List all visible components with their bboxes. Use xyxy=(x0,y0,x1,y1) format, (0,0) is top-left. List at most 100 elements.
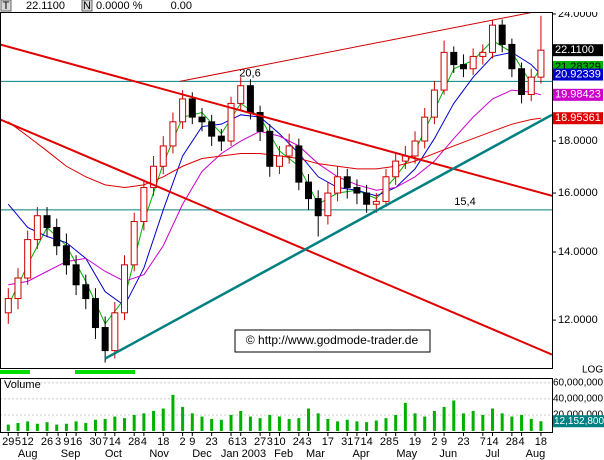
volume-bar xyxy=(190,413,194,431)
x-tick-label: 9 xyxy=(189,436,195,448)
change: 0.00 xyxy=(171,0,192,12)
volume-bar xyxy=(539,421,543,431)
candle-body xyxy=(479,51,487,57)
candle-body xyxy=(82,284,90,300)
overlay: 24.000018.000016.000014.000012.0000LOG29… xyxy=(2,8,604,460)
last-price-label: 22.1100 xyxy=(555,44,594,56)
volume-bar xyxy=(239,410,243,431)
volume-bar xyxy=(142,413,146,431)
volume-bar xyxy=(345,419,349,431)
month-label: Aug xyxy=(526,448,546,460)
volume-bar xyxy=(64,423,68,431)
watermark: © http://www.godmode-trader.de xyxy=(246,333,419,347)
x-tick-label: 4 xyxy=(141,436,147,448)
candle-body xyxy=(208,121,216,137)
value-box-label: 20.92339 xyxy=(555,68,601,80)
volume-bar xyxy=(394,414,398,431)
candle-body xyxy=(266,130,274,167)
candle-body xyxy=(411,140,419,157)
x-tick-label: 7 xyxy=(354,436,360,448)
candle-body xyxy=(237,85,245,104)
volume-bar xyxy=(461,413,465,431)
toolbar-bg xyxy=(0,0,604,12)
x-tick-label: 31 xyxy=(341,436,353,448)
candle-body xyxy=(14,277,22,300)
candle-body xyxy=(430,89,438,118)
y-tick-label: 60,000,000 xyxy=(553,377,603,388)
candle-body xyxy=(324,192,332,217)
candle-body xyxy=(363,192,371,205)
candle-body xyxy=(508,43,516,70)
volume-bar xyxy=(84,422,88,431)
x-tick-label: 18 xyxy=(157,436,169,448)
x-tick-label: 19 xyxy=(409,436,421,448)
month-label: May xyxy=(396,448,417,460)
volume-title: Volume xyxy=(4,379,41,391)
volume-bar xyxy=(55,424,59,431)
volume-bar xyxy=(248,416,252,431)
candle-body xyxy=(101,327,109,352)
volume-panel xyxy=(0,382,552,431)
volume-bar xyxy=(432,410,436,431)
candle-body xyxy=(53,226,61,247)
candle-body xyxy=(150,165,158,189)
watermark-box xyxy=(234,329,431,353)
x-tick-label: 24 xyxy=(293,436,305,448)
month-label: Jul xyxy=(485,448,499,460)
x-tick-label: 14 xyxy=(360,436,372,448)
volume-bar xyxy=(277,416,281,431)
x-tick-label: 10 xyxy=(273,436,285,448)
volume-bar xyxy=(384,418,388,431)
value-box xyxy=(553,88,603,101)
candle-body xyxy=(382,176,390,202)
volume-bar xyxy=(103,418,107,431)
volume-frame xyxy=(0,378,553,433)
volume-bar xyxy=(316,413,320,431)
x-tick-label: 18 xyxy=(535,436,547,448)
volume-bar xyxy=(442,406,446,431)
volume-bar xyxy=(123,418,127,431)
marker-bar xyxy=(0,370,30,374)
volume-bar xyxy=(307,408,311,431)
candle-body xyxy=(527,76,535,95)
moving-average xyxy=(7,51,542,307)
candle-body xyxy=(469,55,477,70)
candle-body xyxy=(24,239,32,279)
x-tick-label: 28 xyxy=(128,436,140,448)
candle-body xyxy=(4,298,12,314)
candle-body xyxy=(275,155,283,167)
candle-body xyxy=(343,176,351,189)
symbol-box[interactable] xyxy=(0,0,12,12)
x-tick-label: 4 xyxy=(519,436,525,448)
volume-bar xyxy=(35,423,39,431)
candle-body xyxy=(353,187,361,194)
x-tick-label: 3 xyxy=(267,436,273,448)
volume-bar xyxy=(74,421,78,431)
volume-bar xyxy=(500,413,504,431)
candle-body xyxy=(450,51,458,66)
moving-average xyxy=(8,89,542,286)
value-box-label: 19.98423 xyxy=(555,89,601,101)
candle-body xyxy=(72,264,80,286)
volume-bar xyxy=(16,422,20,431)
x-tick-label: 28 xyxy=(506,436,518,448)
x-tick-label: 12 xyxy=(22,436,34,448)
candle-body xyxy=(140,187,148,223)
candle-body xyxy=(246,85,254,114)
n-box[interactable] xyxy=(81,0,93,12)
volume-bar xyxy=(336,421,340,431)
volume-bar xyxy=(365,422,369,431)
candle-body xyxy=(372,200,380,205)
x-tick-label: 14 xyxy=(486,436,498,448)
trend-line xyxy=(0,43,552,197)
candle-body xyxy=(314,198,322,217)
price-panel: 24,120,615,4 xyxy=(0,12,552,363)
volume-bar xyxy=(510,416,514,431)
candle-body xyxy=(227,102,235,142)
volume-bar xyxy=(161,408,165,431)
volume-bar xyxy=(520,414,524,431)
volume-bar xyxy=(529,418,533,431)
candle-body xyxy=(179,98,187,123)
month-label: Nov xyxy=(149,448,169,460)
